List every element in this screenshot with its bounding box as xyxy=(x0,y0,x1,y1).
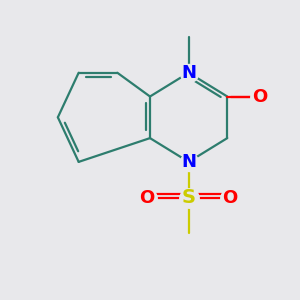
Text: S: S xyxy=(182,188,196,207)
Text: O: O xyxy=(140,189,155,207)
Text: O: O xyxy=(223,189,238,207)
Text: N: N xyxy=(181,153,196,171)
Text: N: N xyxy=(181,64,196,82)
Text: O: O xyxy=(252,88,268,106)
